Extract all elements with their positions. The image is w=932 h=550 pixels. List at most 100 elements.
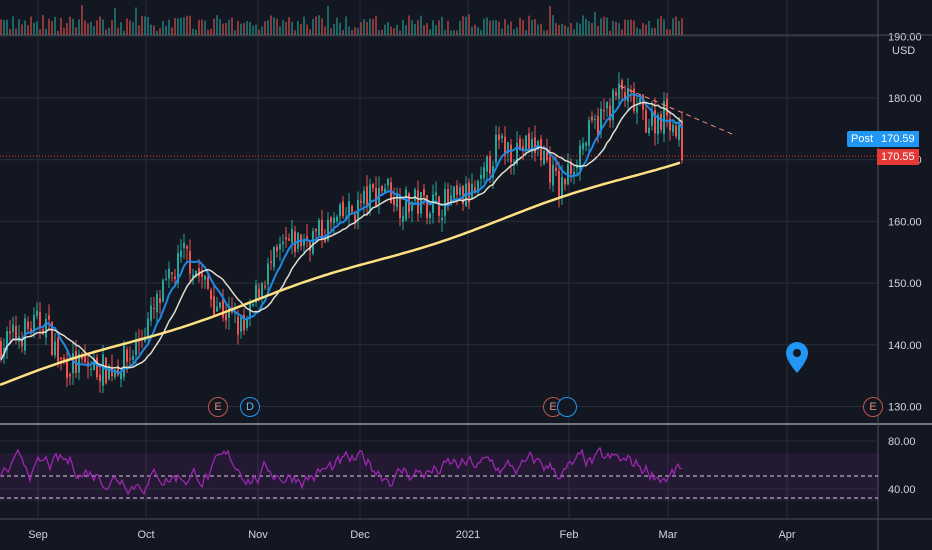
- location-pin-icon: [786, 342, 808, 373]
- volume-bar: [495, 20, 497, 35]
- candle-body: [105, 357, 107, 384]
- candle-body: [201, 271, 203, 277]
- candle-body: [525, 135, 527, 150]
- currency-label: USD: [892, 45, 916, 57]
- volume-bar: [555, 23, 557, 35]
- volume-bar: [405, 25, 407, 35]
- candle-body: [84, 355, 86, 363]
- volume-bar: [426, 23, 428, 35]
- volume-bar: [261, 26, 263, 35]
- dividend-event-icon[interactable]: D: [240, 397, 260, 417]
- candle-body: [393, 198, 395, 206]
- candle-body: [117, 365, 119, 376]
- earnings-event-icon[interactable]: E: [863, 397, 883, 417]
- candle-body: [114, 369, 116, 377]
- volume-bar: [198, 19, 200, 35]
- volume-bar: [375, 15, 377, 35]
- candle-body: [456, 185, 458, 195]
- candle-body: [669, 118, 671, 131]
- candle-body: [267, 263, 269, 285]
- dividend-event-icon[interactable]: [557, 397, 577, 417]
- candle-body: [405, 189, 407, 220]
- volume-bar: [369, 18, 371, 35]
- candle-body: [303, 239, 305, 246]
- candle-body: [429, 213, 431, 218]
- volume-bar: [318, 15, 320, 35]
- candle-body: [186, 246, 188, 249]
- volume-bar: [255, 24, 257, 35]
- volume-bar: [531, 20, 533, 35]
- volume-bar: [144, 16, 146, 35]
- volume-bar: [513, 29, 515, 35]
- volume-bar: [228, 19, 230, 35]
- candle-body: [135, 340, 137, 355]
- volume-bar: [294, 30, 296, 35]
- candle-body: [375, 187, 377, 207]
- candle-body: [72, 353, 74, 374]
- volume-bar: [372, 18, 374, 35]
- candle-body: [330, 217, 332, 223]
- candle-body: [258, 288, 260, 298]
- candle-body: [6, 331, 8, 351]
- candle-body: [651, 112, 653, 126]
- price-tick-label: 150.00: [888, 278, 922, 290]
- candle-body: [420, 192, 422, 214]
- volume-bar: [285, 21, 287, 35]
- candle-body: [471, 183, 473, 199]
- candle-body: [681, 120, 683, 161]
- candle-body: [621, 80, 623, 90]
- candle-body: [609, 105, 611, 121]
- candle-body: [60, 357, 62, 360]
- volume-bar: [435, 25, 437, 35]
- candle-body: [639, 98, 641, 104]
- candle-body: [177, 253, 179, 284]
- volume-bar: [585, 18, 587, 35]
- candle-body: [414, 189, 416, 201]
- candle-body: [354, 214, 356, 221]
- rsi-band: [0, 453, 878, 501]
- candle-body: [645, 110, 647, 133]
- volume-bar: [210, 28, 212, 35]
- earnings-event-icon[interactable]: E: [208, 397, 228, 417]
- volume-bar: [156, 30, 158, 35]
- volume-bar: [222, 23, 224, 35]
- volume-bar: [408, 15, 410, 36]
- candle-body: [324, 238, 326, 243]
- candle-body: [591, 116, 593, 121]
- volume-bar: [642, 23, 644, 35]
- candle-body: [42, 328, 44, 335]
- volume-bar: [312, 18, 314, 35]
- candle-body: [246, 319, 248, 328]
- volume-bar: [180, 17, 182, 35]
- candle-body: [315, 228, 317, 232]
- volume-bar: [504, 19, 506, 35]
- volume-bar: [93, 26, 95, 35]
- volume-bar: [558, 25, 560, 35]
- volume-bar: [48, 18, 50, 35]
- volume-bar: [678, 20, 680, 35]
- candle-body: [171, 272, 173, 275]
- volume-bar: [186, 15, 188, 36]
- volume-bar: [621, 29, 623, 35]
- volume-bar: [102, 19, 104, 35]
- candle-body: [660, 113, 662, 130]
- candle-body: [678, 124, 680, 140]
- candle-body: [99, 374, 101, 382]
- volume-bar: [393, 28, 395, 35]
- candle-body: [96, 357, 98, 378]
- volume-bar: [474, 24, 476, 35]
- candle-body: [279, 243, 281, 250]
- volume-bar: [24, 20, 26, 35]
- candle-body: [531, 138, 533, 152]
- candle-body: [486, 156, 488, 172]
- volume-bar: [576, 22, 578, 35]
- candle-body: [216, 306, 218, 312]
- volume-bar: [291, 21, 293, 35]
- candle-body: [282, 241, 284, 244]
- volume-bar: [174, 17, 176, 35]
- candle-body: [516, 142, 518, 164]
- volume-bar: [681, 18, 683, 35]
- volume-bar: [651, 27, 653, 35]
- candle-body: [534, 137, 536, 153]
